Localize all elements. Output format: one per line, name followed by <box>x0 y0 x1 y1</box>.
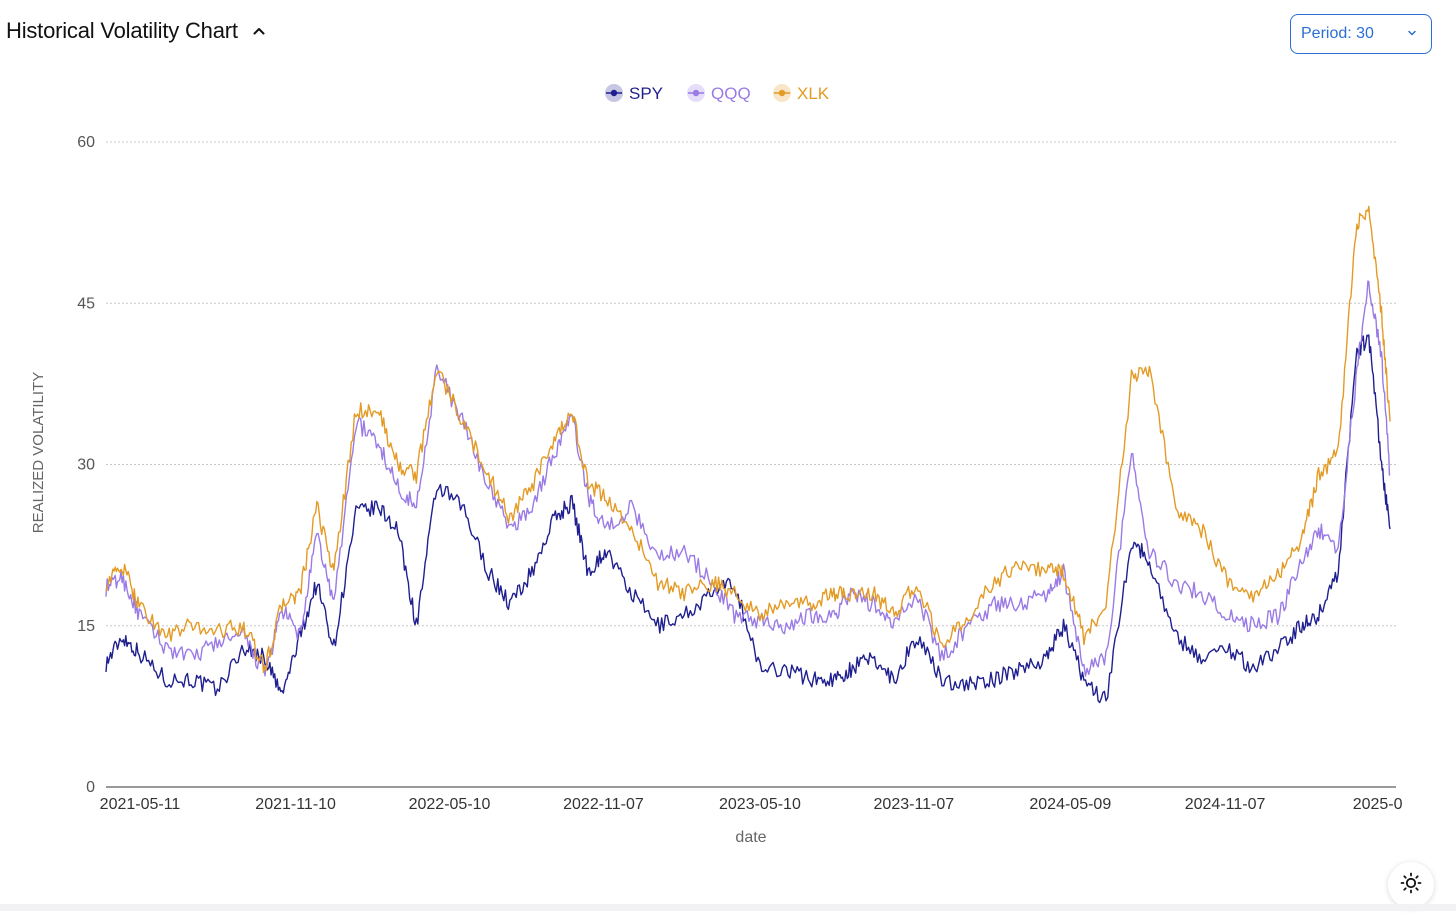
x-tick-label: 2022-05-10 <box>409 796 491 813</box>
legend-marker-dot <box>778 89 786 97</box>
y-tick-label: 0 <box>86 779 95 796</box>
x-tick-label: 2022-11-07 <box>563 796 644 813</box>
series-line-spy <box>105 334 1391 704</box>
y-tick-label: 30 <box>77 457 95 474</box>
series-line-qqq <box>105 280 1391 677</box>
chevron-down-icon <box>1407 25 1417 43</box>
y-tick-label: 60 <box>77 134 95 151</box>
x-tick-label: 2021-05-11 <box>100 796 181 813</box>
period-select[interactable]: Period: 30 <box>1290 14 1432 54</box>
chart-area: 0 15 30 45 60 2021-05-11 2021-11-10 2022-05-10 2… <box>0 70 1456 911</box>
x-tick-label: 2024-05-09 <box>1029 796 1111 813</box>
x-axis-label: date <box>735 829 766 846</box>
legend-label-spy: SPY <box>629 84 663 103</box>
sun-icon <box>1400 872 1422 899</box>
y-axis-label: REALIZED VOLATILITY <box>30 372 47 533</box>
legend-marker-dot <box>610 89 618 97</box>
chart-title-toggle[interactable]: Historical Volatility Chart <box>6 18 266 44</box>
chevron-up-icon[interactable] <box>252 24 266 38</box>
theme-toggle-button[interactable] <box>1388 862 1434 908</box>
legend-label-qqq: QQQ <box>711 84 751 103</box>
x-tick-label: 2023-05-10 <box>719 796 801 813</box>
series-line-xlk <box>105 205 1391 674</box>
volatility-chart: 0 15 30 45 60 2021-05-11 2021-11-10 2022-05-10 2… <box>30 84 1403 846</box>
legend-marker-dot <box>692 89 700 97</box>
y-tick-label: 15 <box>77 618 95 635</box>
x-tick-label: 2025-0 <box>1353 796 1403 813</box>
x-tick-label: 2024-11-07 <box>1185 796 1266 813</box>
chart-header: Historical Volatility Chart Period: 30 <box>0 0 1456 70</box>
chart-title: Historical Volatility Chart <box>6 18 238 43</box>
legend-label-xlk: XLK <box>797 84 830 103</box>
x-tick-label: 2021-11-10 <box>255 796 336 813</box>
period-select-value: Period: 30 <box>1301 25 1374 42</box>
x-tick-label: 2023-11-07 <box>874 796 955 813</box>
page-footer-strip <box>0 904 1456 911</box>
y-tick-label: 45 <box>77 295 95 312</box>
